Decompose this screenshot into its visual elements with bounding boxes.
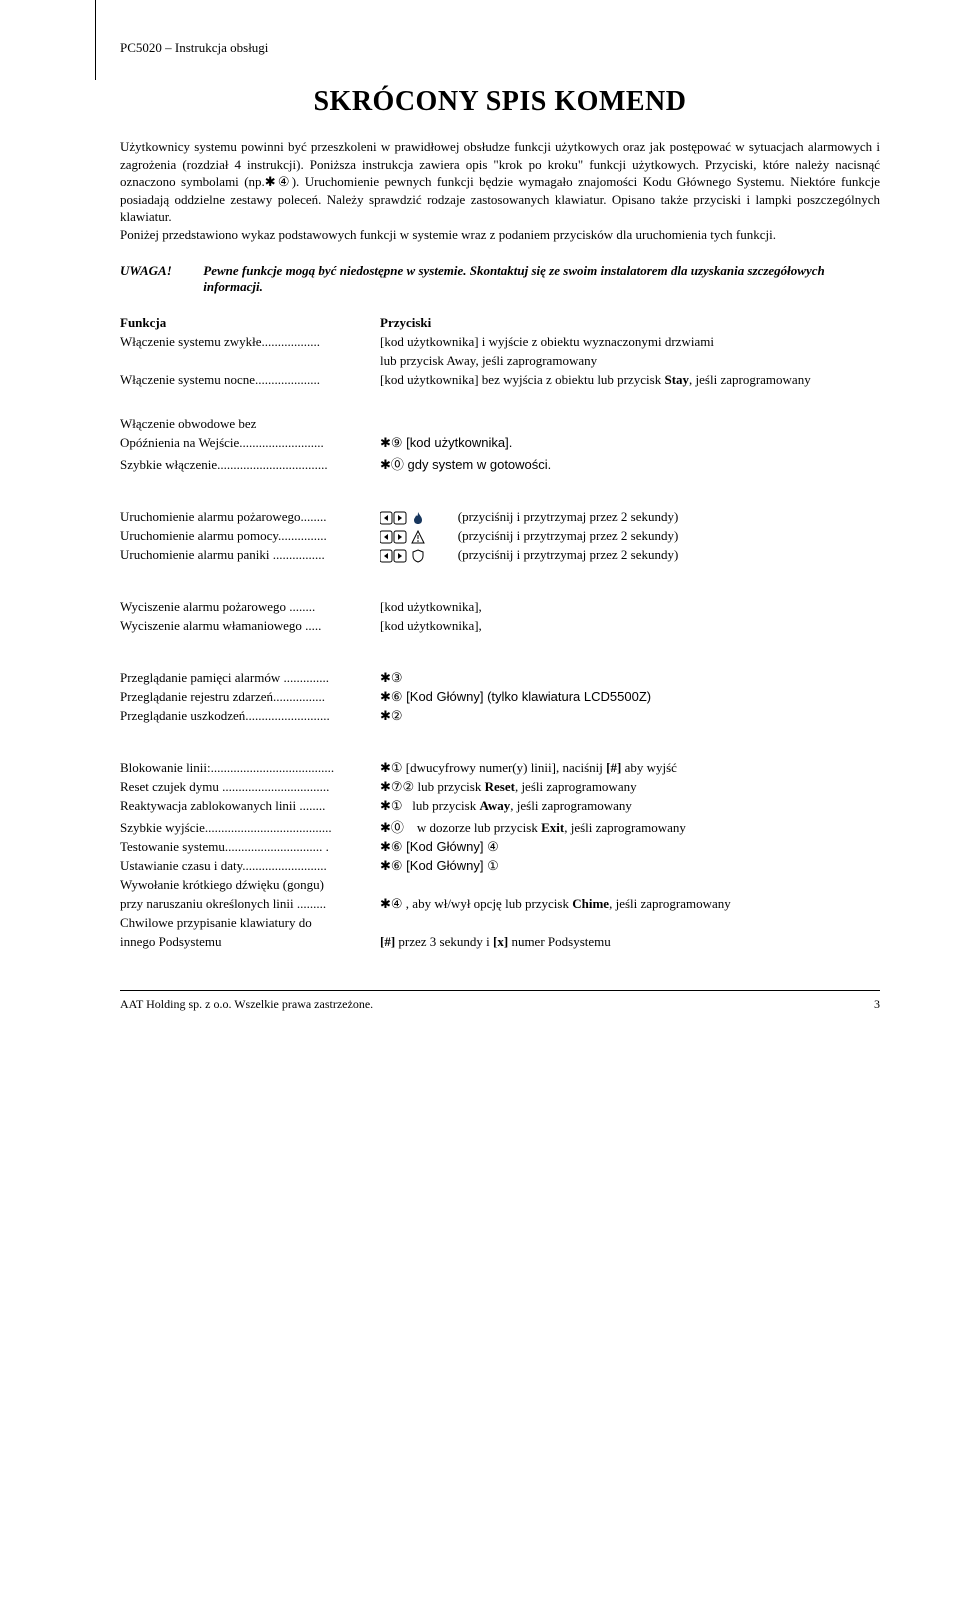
label: Chwilowe przypisanie klawiatury do xyxy=(120,915,380,931)
dual-key-icon xyxy=(380,511,408,525)
footer-left: AAT Holding sp. z o.o. Wszelkie prawa za… xyxy=(120,997,373,1012)
label: Reaktywacja zablokowanych linii ........ xyxy=(120,798,380,814)
note-body: Pewne funkcje mogą być niedostępne w sys… xyxy=(203,263,873,295)
label: Reset czujek dymu ......................… xyxy=(120,779,380,795)
label: Ustawianie czasu i daty.................… xyxy=(120,858,380,874)
value: ✱⑥ [Kod Główny] ④ xyxy=(380,839,880,855)
row-temp-assign-head: Chwilowe przypisanie klawiatury do xyxy=(120,915,880,931)
label: Blokowanie linii:.......................… xyxy=(120,760,380,776)
row-trouble: Przeglądanie uszkodzeń..................… xyxy=(120,708,880,724)
row-sys-test: Testowanie systemu......................… xyxy=(120,839,880,855)
value: [kod użytkownika], xyxy=(380,599,880,615)
tail: (przyciśnij i przytrzymaj przez 2 sekund… xyxy=(458,528,679,543)
value: [kod użytkownika] i wyjście z obiektu wy… xyxy=(380,334,880,350)
label: Szybkie wyjście.........................… xyxy=(120,820,380,836)
value: ✱⑦② lub przycisk Reset, jeśli zaprogramo… xyxy=(380,779,880,795)
value: ✱② xyxy=(380,708,880,724)
value: ✱① lub przycisk Away, jeśli zaprogramowa… xyxy=(380,798,880,814)
row-quick-arm: Szybkie włączenie.......................… xyxy=(120,454,880,473)
col-keys: Przyciski xyxy=(380,315,880,331)
label: Wyciszenie alarmu włamaniowego ..... xyxy=(120,618,380,634)
row-react-bypass: Reaktywacja zablokowanych linii ........… xyxy=(120,798,880,814)
label: przy naruszaniu określonych linii ......… xyxy=(120,896,380,912)
label: Opóźnienia na Wejście...................… xyxy=(120,435,380,451)
value: lub przycisk Away, jeśli zaprogramowany xyxy=(380,353,880,369)
page-header: PC5020 – Instrukcja obsługi xyxy=(120,40,880,56)
row-event-log: Przeglądanie rejestru zdarzeń...........… xyxy=(120,689,880,705)
row-quick-exit: Szybkie wyjście.........................… xyxy=(120,817,880,836)
note-label: UWAGA! xyxy=(120,263,200,279)
column-headers: Funkcja Przyciski xyxy=(120,315,880,331)
row-reset-smoke: Reset czujek dymu ......................… xyxy=(120,779,880,795)
warning-note: UWAGA! Pewne funkcje mogą być niedostępn… xyxy=(120,263,880,295)
value: ✱① [dwucyfrowy numer(y) linii], naciśnij… xyxy=(380,760,880,776)
row-silence-burg: Wyciszenie alarmu włamaniowego ..... [ko… xyxy=(120,618,880,634)
value: (przyciśnij i przytrzymaj przez 2 sekund… xyxy=(380,547,880,563)
value: ✱⑥ [Kod Główny] ① xyxy=(380,858,880,874)
label: Uruchomienie alarmu paniki .............… xyxy=(120,547,380,563)
value: ✱④ , aby wł/wył opcję lub przycisk Chime… xyxy=(380,896,880,912)
page-title: SKRÓCONY SPIS KOMEND xyxy=(120,86,880,118)
row-arm-stay: Włączenie systemu nocne.................… xyxy=(120,372,880,388)
document-page: PC5020 – Instrukcja obsługi SKRÓCONY SPI… xyxy=(0,0,960,1052)
value: ✱⑨ [kod użytkownika]. xyxy=(380,435,880,451)
row-chime-head: Wywołanie krótkiego dźwięku (gongu) xyxy=(120,877,880,893)
warning-icon xyxy=(411,528,428,543)
label: Wywołanie krótkiego dźwięku (gongu) xyxy=(120,877,380,893)
tail: (przyciśnij i przytrzymaj przez 2 sekund… xyxy=(458,509,679,524)
row-set-time: Ustawianie czasu i daty.................… xyxy=(120,858,880,874)
row-alarm-mem: Przeglądanie pamięci alarmów ...........… xyxy=(120,670,880,686)
value: [#] przez 3 sekundy i [x] numer Podsyste… xyxy=(380,934,880,950)
value: ✱③ xyxy=(380,670,880,686)
intro-paragraph: Użytkownicy systemu powinni być przeszko… xyxy=(120,138,880,243)
fire-icon xyxy=(411,509,428,524)
footer-page-number: 3 xyxy=(874,997,880,1012)
row-chime: przy naruszaniu określonych linii ......… xyxy=(120,896,880,912)
row-fire-alarm: Uruchomienie alarmu pożarowego........ (… xyxy=(120,509,880,525)
value: ✱⑥ [Kod Główny] (tylko klawiatura LCD550… xyxy=(380,689,880,705)
row-temp-assign: innego Podsystemu [#] przez 3 sekundy i … xyxy=(120,934,880,950)
row-entry-delay: Opóźnienia na Wejście...................… xyxy=(120,435,880,451)
label: Szybkie włączenie.......................… xyxy=(120,457,380,473)
label: Przeglądanie rejestru zdarzeń...........… xyxy=(120,689,380,705)
row-panic-alarm: Uruchomienie alarmu paniki .............… xyxy=(120,547,880,563)
tail: (przyciśnij i przytrzymaj przez 2 sekund… xyxy=(458,547,679,562)
page-footer: AAT Holding sp. z o.o. Wszelkie prawa za… xyxy=(120,990,880,1012)
dual-key-icon xyxy=(380,530,408,544)
row-perimeter-head: Włączenie obwodowe bez xyxy=(120,416,880,432)
label: Przeglądanie pamięci alarmów ...........… xyxy=(120,670,380,686)
label: Wyciszenie alarmu pożarowego ........ xyxy=(120,599,380,615)
row-arm-away: Włączenie systemu zwykłe................… xyxy=(120,334,880,350)
label: Włączenie systemu nocne.................… xyxy=(120,372,380,388)
margin-line xyxy=(95,0,96,80)
row-bypass: Blokowanie linii:.......................… xyxy=(120,760,880,776)
dual-key-icon xyxy=(380,549,408,563)
label: Przeglądanie uszkodzeń..................… xyxy=(120,708,380,724)
value: (przyciśnij i przytrzymaj przez 2 sekund… xyxy=(380,528,880,544)
row-silence-fire: Wyciszenie alarmu pożarowego ........ [k… xyxy=(120,599,880,615)
row-aux-alarm: Uruchomienie alarmu pomocy..............… xyxy=(120,528,880,544)
label: Włączenie obwodowe bez xyxy=(120,416,380,432)
label: Uruchomienie alarmu pożarowego........ xyxy=(120,509,380,525)
label: Testowanie systemu......................… xyxy=(120,839,380,855)
shield-icon xyxy=(411,547,428,562)
val-text: [kod użytkownika] bez wyjścia z obiektu … xyxy=(380,372,811,387)
label: innego Podsystemu xyxy=(120,934,380,950)
value: [kod użytkownika], xyxy=(380,618,880,634)
label: Uruchomienie alarmu pomocy..............… xyxy=(120,528,380,544)
value: [kod użytkownika] bez wyjścia z obiektu … xyxy=(380,372,880,388)
value: (przyciśnij i przytrzymaj przez 2 sekund… xyxy=(380,509,880,525)
label: Włączenie systemu zwykłe................… xyxy=(120,334,380,350)
row-arm-away-2: lub przycisk Away, jeśli zaprogramowany xyxy=(120,353,880,369)
value: ✱⓪ gdy system w gotowości. xyxy=(380,454,880,473)
value: ✱⓪ w dozorze lub przycisk Exit, jeśli za… xyxy=(380,817,880,836)
col-function: Funkcja xyxy=(120,315,380,331)
